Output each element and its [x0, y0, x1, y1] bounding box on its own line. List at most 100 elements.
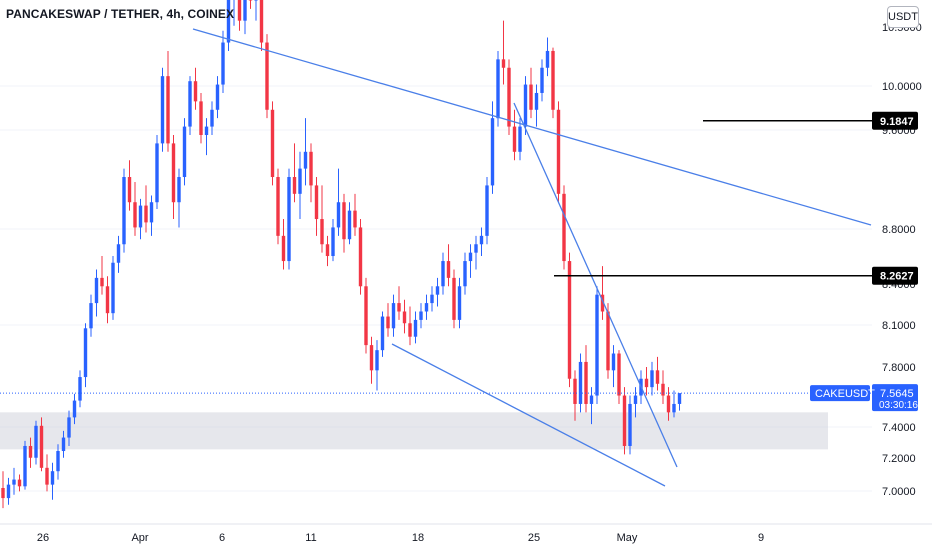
candle — [45, 454, 49, 492]
candle — [567, 252, 572, 388]
candle-body — [39, 425, 44, 468]
candle — [518, 118, 522, 161]
candle — [342, 193, 346, 253]
candle — [127, 160, 132, 211]
candle — [94, 269, 99, 317]
candle-body — [567, 261, 572, 379]
candle — [628, 395, 632, 455]
candle-body — [171, 143, 176, 203]
candle-body — [116, 244, 121, 263]
candle-body — [661, 383, 665, 396]
candle — [265, 34, 269, 119]
candle-body — [127, 177, 132, 203]
candle — [325, 235, 330, 267]
candle — [6, 477, 11, 505]
candle-body — [336, 202, 341, 228]
candle-body — [45, 467, 49, 485]
candle-body — [210, 109, 214, 127]
candle-body — [188, 81, 192, 127]
candle — [661, 370, 665, 404]
candle-body — [237, 0, 242, 21]
candle — [391, 294, 396, 337]
candle — [248, 0, 253, 9]
candle-body — [490, 118, 495, 186]
candle — [254, 0, 258, 21]
candle-body — [523, 84, 528, 127]
candle — [193, 67, 198, 110]
trendline-wedge-lower — [391, 343, 666, 487]
candle — [408, 306, 412, 346]
candle — [529, 67, 533, 119]
candle-body — [28, 445, 33, 458]
candle — [474, 235, 478, 270]
candle — [397, 286, 401, 320]
candle — [540, 59, 544, 102]
x-tick-label: 25 — [528, 532, 540, 544]
candle-body — [578, 361, 583, 404]
candle-body — [342, 202, 346, 240]
level-price-label: 8.2627 — [872, 266, 918, 285]
candle-body — [325, 244, 330, 257]
candle — [160, 67, 165, 152]
candle — [210, 101, 214, 135]
candle-body — [105, 286, 110, 314]
currency-unit-button[interactable]: USDT — [887, 6, 919, 28]
x-tick-label: 18 — [412, 532, 424, 544]
candles — [1, 0, 682, 509]
candle-body — [314, 185, 319, 220]
candle — [28, 437, 33, 468]
candle-body — [485, 185, 489, 236]
candle-body — [17, 479, 22, 487]
candle-body — [672, 403, 676, 413]
candle-body — [446, 261, 451, 278]
candle-body — [34, 425, 38, 458]
candle-body — [193, 81, 198, 102]
candle-body — [540, 67, 544, 93]
chart-title: PANCAKESWAP / TETHER, 4h, COINEX — [6, 7, 235, 21]
symbol-label: CAKEUSDT — [810, 385, 875, 402]
candle — [298, 151, 302, 220]
candle — [138, 198, 143, 240]
candle — [534, 84, 539, 127]
candle — [633, 387, 638, 418]
time-axis-bg — [0, 524, 932, 550]
candle — [672, 390, 676, 418]
candle — [655, 356, 660, 391]
candle-body — [287, 177, 291, 262]
candle-body — [644, 378, 649, 388]
trendline-wedge-upper — [513, 102, 678, 468]
candle — [485, 177, 489, 245]
price-axis-bg — [872, 0, 932, 524]
y-tick-label: 7.2000 — [882, 453, 916, 465]
candle — [199, 92, 203, 144]
candle-body — [611, 353, 616, 371]
candle-body — [248, 0, 253, 1]
candle — [303, 118, 308, 186]
candle-body — [628, 403, 632, 446]
candle-body — [270, 109, 275, 178]
candle — [314, 177, 319, 236]
candle-body — [1, 488, 5, 499]
candle-body — [529, 84, 533, 110]
candle — [276, 168, 280, 245]
candle — [215, 76, 220, 119]
candle-body — [23, 445, 27, 487]
candle — [457, 277, 462, 329]
candle — [468, 244, 473, 278]
candle — [419, 303, 423, 329]
candle — [606, 303, 610, 379]
candle-body — [259, 0, 264, 43]
candle-body — [518, 126, 522, 152]
candle — [369, 336, 374, 384]
time-axis: 26 Apr 6 11 18 25 May 9 — [0, 523, 932, 550]
candle-body — [441, 261, 445, 287]
candle-body — [309, 151, 313, 186]
candle — [375, 340, 379, 391]
y-tick-label: 7.0000 — [882, 486, 916, 498]
candle — [358, 219, 363, 295]
candle-body — [534, 92, 539, 110]
candle — [666, 387, 671, 421]
candle — [237, 0, 242, 31]
last-price-value: 7.5645 — [880, 388, 914, 400]
